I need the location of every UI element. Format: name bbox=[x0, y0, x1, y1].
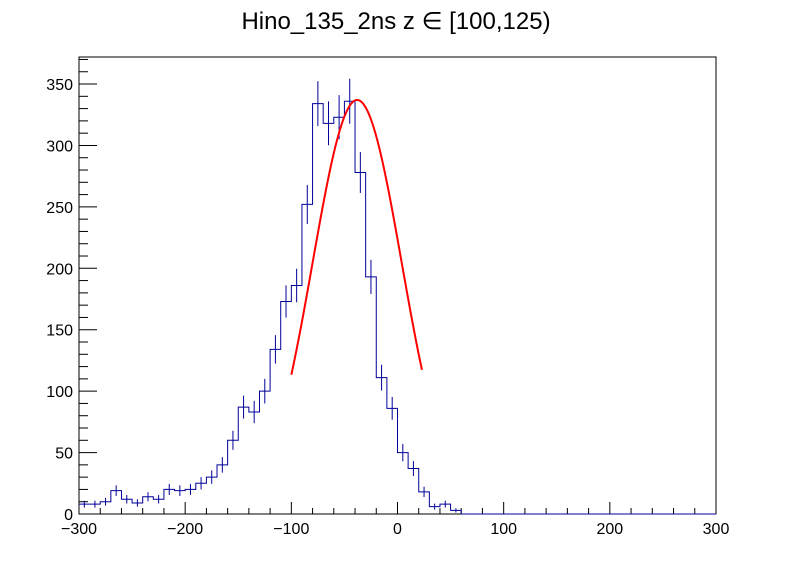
y-tick-label: 0 bbox=[64, 507, 73, 524]
x-axis: −300 −200 −100 0 100 200 300 bbox=[61, 502, 729, 538]
x-tick-label: −300 bbox=[61, 521, 97, 538]
x-tick-label: 0 bbox=[393, 521, 402, 538]
chart-title: Hino_135_2ns z ∈ [100,125) bbox=[241, 8, 550, 35]
y-tick-label: 250 bbox=[46, 200, 73, 217]
histogram-series bbox=[79, 78, 716, 515]
x-tick-label: 100 bbox=[490, 521, 517, 538]
y-tick-label: 100 bbox=[46, 384, 73, 401]
fit-curve bbox=[290, 98, 423, 375]
y-axis: 0 50 100 150 200 250 300 350 bbox=[46, 58, 97, 524]
x-tick-label: 300 bbox=[703, 521, 730, 538]
y-tick-label: 200 bbox=[46, 261, 73, 278]
gaussian-fit bbox=[290, 98, 423, 375]
y-tick-label: 300 bbox=[46, 138, 73, 155]
x-tick-label: −100 bbox=[273, 521, 309, 538]
y-tick-label: 150 bbox=[46, 323, 73, 340]
x-tick-label: −200 bbox=[167, 521, 203, 538]
y-tick-label: 50 bbox=[55, 446, 73, 463]
x-tick-label: 200 bbox=[596, 521, 623, 538]
y-tick-label: 350 bbox=[46, 77, 73, 94]
